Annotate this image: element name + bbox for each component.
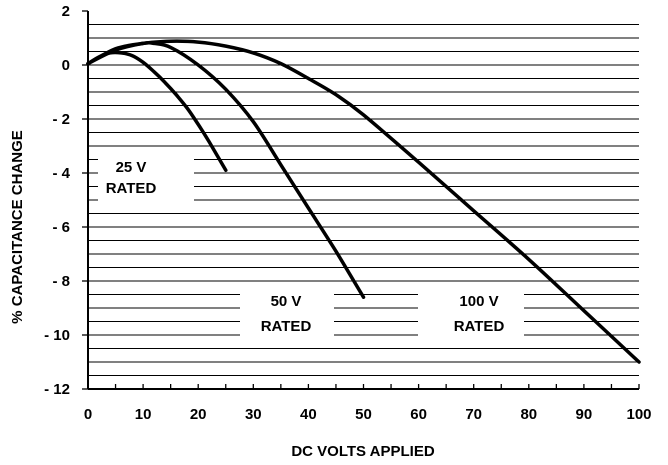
- y-tick-label: - 6: [52, 219, 70, 236]
- curve-label-box-1: [98, 153, 194, 205]
- y-tick-label: - 2: [52, 111, 70, 128]
- x-tick-label: 0: [84, 406, 92, 423]
- data-curves: [86, 39, 641, 364]
- y-tick-label: 0: [62, 57, 70, 74]
- curve-label-1-line-2: RATED: [106, 180, 157, 197]
- curve-label-1-line-1: 25 V: [116, 159, 147, 176]
- curve-label-2-line-2: RATED: [261, 318, 312, 335]
- curve-labels: 25 V RATED 50 V RATED 100 V RATED: [106, 159, 505, 335]
- y-tick-label: - 4: [52, 165, 70, 182]
- x-tick-label: 100: [626, 406, 651, 423]
- x-tick-label: 50: [355, 406, 372, 423]
- x-tick-label: 40: [300, 406, 317, 423]
- x-tick-label: 80: [520, 406, 537, 423]
- y-axis-label: % CAPACITANCE CHANGE: [9, 130, 26, 324]
- x-tick-label: 90: [576, 406, 593, 423]
- x-tick-label: 20: [190, 406, 207, 423]
- curve-label-3-line-1: 100 V: [459, 293, 498, 310]
- grid-lines: [88, 24, 639, 376]
- y-tick-label: - 8: [52, 273, 70, 290]
- x-tick-label: 60: [410, 406, 427, 423]
- axes: [87, 11, 639, 390]
- curve-3: [86, 39, 641, 364]
- curve-label-3-line-2: RATED: [454, 318, 505, 335]
- y-tick-label: - 10: [44, 327, 70, 344]
- curve-label-box-3: [418, 289, 524, 339]
- x-tick-label: 10: [135, 406, 152, 423]
- curve-label-backgrounds: [98, 153, 524, 339]
- y-tick-label: 2: [62, 3, 70, 20]
- curve-label-2-line-1: 50 V: [271, 293, 302, 310]
- y-tick-label: - 12: [44, 381, 70, 398]
- x-tick-label: 30: [245, 406, 262, 423]
- curve-label-box-2: [240, 289, 334, 339]
- x-axis-label: DC VOLTS APPLIED: [291, 443, 435, 460]
- x-tick-label: 70: [465, 406, 482, 423]
